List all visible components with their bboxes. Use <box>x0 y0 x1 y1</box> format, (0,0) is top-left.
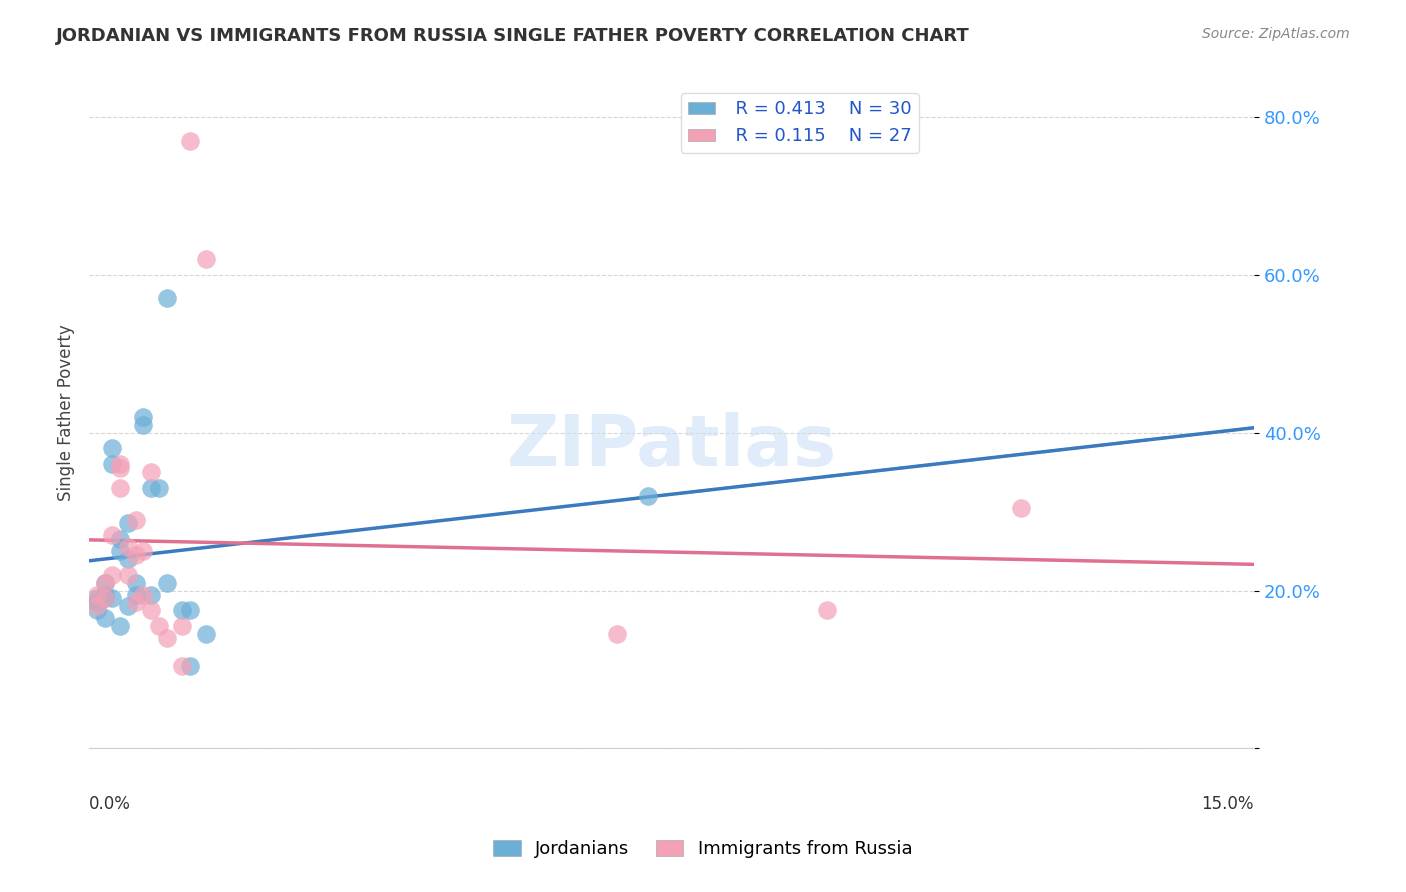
Point <box>117 552 139 566</box>
Text: ZIPatlas: ZIPatlas <box>506 412 837 481</box>
Point <box>124 575 146 590</box>
Point <box>108 619 131 633</box>
Point <box>172 658 194 673</box>
Y-axis label: Single Father Poverty: Single Father Poverty <box>58 325 75 501</box>
Point <box>148 619 170 633</box>
Point <box>108 457 131 471</box>
Point <box>93 591 115 606</box>
Point <box>172 619 194 633</box>
Point <box>141 603 163 617</box>
Point <box>124 595 146 609</box>
Point <box>156 575 179 590</box>
Point <box>108 481 131 495</box>
Point <box>815 603 838 617</box>
Point <box>93 575 115 590</box>
Point <box>86 603 108 617</box>
Point <box>132 544 155 558</box>
Point <box>194 252 217 266</box>
Point <box>101 442 124 456</box>
Point <box>124 512 146 526</box>
Point <box>93 591 115 606</box>
Point <box>117 599 139 614</box>
Point <box>172 603 194 617</box>
Legend: Jordanians, Immigrants from Russia: Jordanians, Immigrants from Russia <box>486 832 920 865</box>
Point <box>117 540 139 554</box>
Point <box>124 588 146 602</box>
Point <box>141 588 163 602</box>
Point <box>179 134 201 148</box>
Text: 0.0%: 0.0% <box>89 796 131 814</box>
Point <box>156 292 179 306</box>
Point <box>637 489 659 503</box>
Point <box>108 533 131 547</box>
Point <box>132 409 155 424</box>
Legend:   R = 0.413    N = 30,   R = 0.115    N = 27: R = 0.413 N = 30, R = 0.115 N = 27 <box>681 93 920 153</box>
Point <box>93 575 115 590</box>
Point <box>141 465 163 479</box>
Point <box>86 599 108 614</box>
Point <box>93 588 115 602</box>
Point <box>124 548 146 562</box>
Point <box>179 603 201 617</box>
Point <box>86 588 108 602</box>
Point <box>1010 500 1032 515</box>
Point <box>117 567 139 582</box>
Text: Source: ZipAtlas.com: Source: ZipAtlas.com <box>1202 27 1350 41</box>
Point <box>86 591 108 606</box>
Point <box>179 658 201 673</box>
Text: 15.0%: 15.0% <box>1202 796 1254 814</box>
Point <box>101 591 124 606</box>
Point <box>108 544 131 558</box>
Point <box>156 631 179 645</box>
Point <box>141 481 163 495</box>
Point <box>148 481 170 495</box>
Point <box>606 627 628 641</box>
Text: JORDANIAN VS IMMIGRANTS FROM RUSSIA SINGLE FATHER POVERTY CORRELATION CHART: JORDANIAN VS IMMIGRANTS FROM RUSSIA SING… <box>56 27 970 45</box>
Point <box>86 595 108 609</box>
Point <box>93 611 115 625</box>
Point <box>108 461 131 475</box>
Point <box>132 417 155 432</box>
Point <box>101 457 124 471</box>
Point <box>101 567 124 582</box>
Point <box>194 627 217 641</box>
Point <box>101 528 124 542</box>
Point <box>117 516 139 531</box>
Point <box>132 588 155 602</box>
